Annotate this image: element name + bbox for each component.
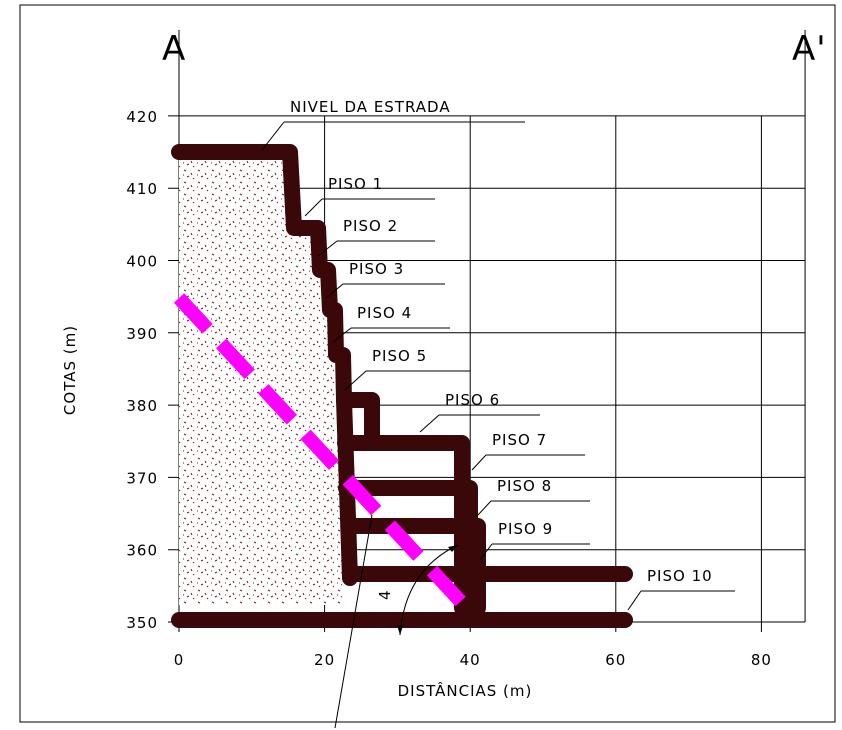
floor-label: PISO 9 (498, 520, 553, 538)
floor-label: PISO 8 (497, 477, 552, 495)
floor-label: PISO 4 (357, 304, 412, 322)
x-tick-label: 20 (314, 651, 335, 669)
label-leader (305, 199, 322, 216)
x-tick-label: 80 (751, 651, 772, 669)
y-tick-label: 410 (126, 180, 158, 198)
label-leader (420, 415, 439, 432)
y-tick-label: 390 (126, 325, 158, 343)
y-tick-label: 420 (126, 108, 158, 126)
floor-label: NIVEL DA ESTRADA (290, 98, 451, 116)
floor-label: PISO 2 (343, 217, 398, 235)
floor-label: PISO 6 (445, 391, 500, 409)
slope-label: 4 (376, 589, 394, 600)
y-tick-label: 350 (126, 614, 158, 632)
label-leader (478, 501, 491, 515)
section-drawing: 4 A A' DISTÂNCIAS (m) COTAS (m) 350 360 37… (0, 0, 842, 730)
section-label: A' (792, 29, 827, 69)
floor-label: PISO 5 (372, 347, 427, 365)
y-tick-label: 400 (126, 253, 158, 271)
y-tick-label: 370 (126, 469, 158, 487)
floor-label: PISO 1 (328, 175, 383, 193)
y-axis-label: COTAS (m) (61, 325, 79, 415)
label-leader (628, 591, 641, 610)
y-tick-label: 380 (126, 397, 158, 415)
label-leader (472, 455, 486, 470)
floor-label: PISO 3 (349, 260, 404, 278)
x-tick-label: 40 (460, 651, 481, 669)
y-tick-label: 360 (126, 542, 158, 560)
x-tick-label: 0 (174, 651, 185, 669)
section-label: A (162, 29, 186, 69)
floor-label: PISO 7 (492, 431, 547, 449)
floor-label: PISO 10 (647, 567, 713, 585)
x-axis-label: DISTÂNCIAS (m) (398, 681, 533, 700)
x-tick-label: 60 (605, 651, 626, 669)
